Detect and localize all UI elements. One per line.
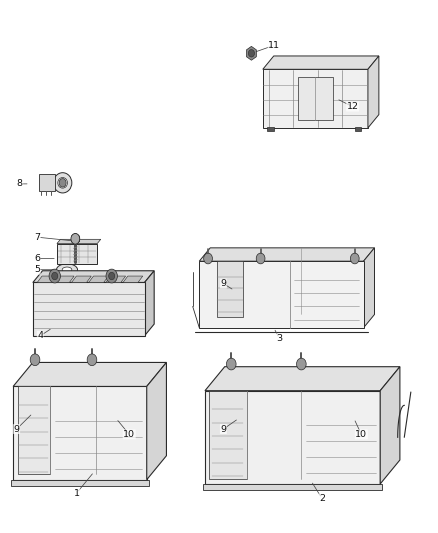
Ellipse shape: [58, 177, 67, 188]
Circle shape: [49, 269, 60, 283]
Polygon shape: [263, 69, 368, 128]
Polygon shape: [298, 77, 333, 120]
Polygon shape: [355, 127, 361, 131]
Polygon shape: [209, 391, 247, 479]
Polygon shape: [263, 56, 379, 69]
Polygon shape: [106, 276, 126, 282]
Polygon shape: [57, 244, 97, 264]
Circle shape: [248, 50, 254, 57]
Polygon shape: [11, 480, 149, 486]
Circle shape: [350, 253, 359, 264]
Circle shape: [87, 354, 97, 366]
Text: 11: 11: [268, 41, 280, 50]
Polygon shape: [203, 484, 382, 490]
Circle shape: [106, 269, 117, 283]
Text: 8: 8: [17, 180, 23, 188]
Polygon shape: [364, 248, 374, 328]
Polygon shape: [247, 46, 256, 60]
Text: 12: 12: [346, 102, 359, 111]
Polygon shape: [199, 261, 364, 328]
Polygon shape: [13, 362, 166, 386]
Polygon shape: [54, 276, 74, 282]
Circle shape: [59, 179, 66, 187]
Ellipse shape: [53, 173, 72, 193]
Polygon shape: [39, 174, 55, 191]
Circle shape: [204, 253, 212, 264]
Circle shape: [109, 272, 115, 280]
Polygon shape: [18, 386, 50, 474]
Circle shape: [226, 358, 236, 370]
Text: 10: 10: [355, 430, 367, 439]
Ellipse shape: [57, 264, 78, 276]
Text: 9: 9: [14, 425, 20, 433]
Text: 3: 3: [276, 334, 283, 343]
Circle shape: [297, 358, 306, 370]
Polygon shape: [13, 386, 147, 480]
Polygon shape: [33, 271, 154, 282]
Polygon shape: [267, 127, 274, 131]
Circle shape: [52, 272, 58, 280]
Text: 10: 10: [123, 430, 135, 439]
Text: 7: 7: [34, 233, 40, 241]
Polygon shape: [88, 276, 109, 282]
Polygon shape: [57, 239, 101, 244]
Text: 9: 9: [220, 425, 226, 433]
Polygon shape: [33, 282, 145, 336]
Polygon shape: [380, 367, 400, 484]
Polygon shape: [368, 56, 379, 128]
Circle shape: [71, 233, 80, 244]
Polygon shape: [199, 248, 374, 261]
Polygon shape: [205, 367, 400, 391]
Text: 9: 9: [220, 279, 226, 288]
Polygon shape: [147, 362, 166, 480]
Circle shape: [256, 253, 265, 264]
Text: 6: 6: [34, 254, 40, 263]
Text: 2: 2: [319, 494, 325, 503]
Polygon shape: [205, 391, 380, 484]
Circle shape: [30, 354, 40, 366]
Polygon shape: [145, 271, 154, 336]
Ellipse shape: [62, 267, 72, 272]
Polygon shape: [217, 261, 243, 317]
Polygon shape: [37, 276, 57, 282]
Text: 4: 4: [37, 332, 43, 340]
Polygon shape: [123, 276, 143, 282]
Polygon shape: [71, 276, 92, 282]
Text: 1: 1: [74, 489, 80, 497]
Text: 5: 5: [34, 265, 40, 274]
